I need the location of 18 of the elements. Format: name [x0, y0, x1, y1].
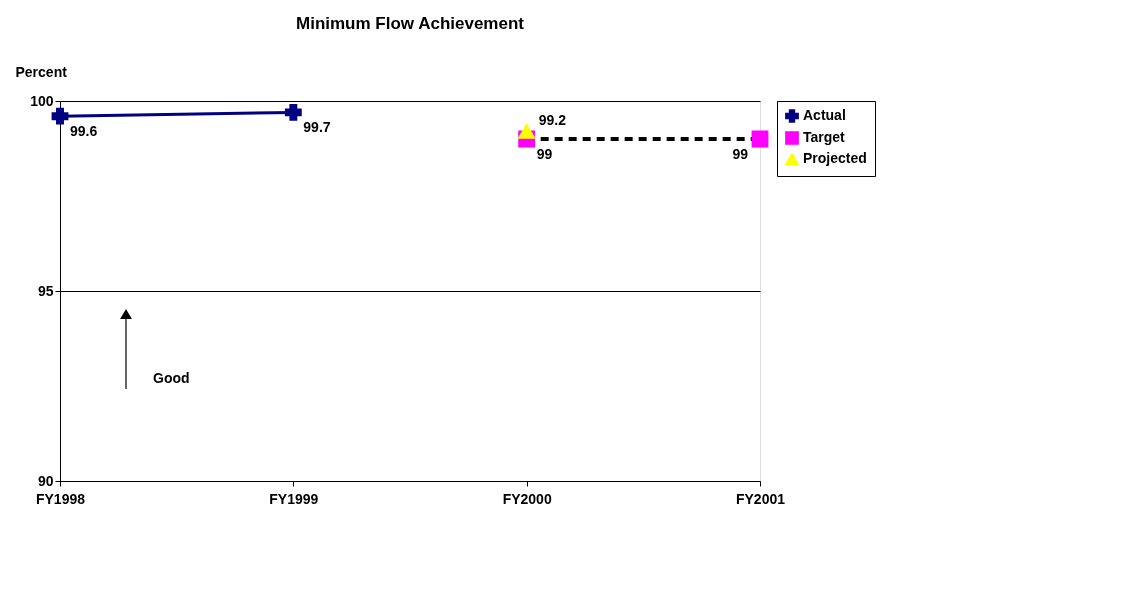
data-label: 99	[732, 146, 749, 162]
y-tick-label: 95	[37, 282, 54, 299]
legend-label: Projected	[803, 150, 867, 166]
chart-title: Minimum Flow Achievement	[296, 14, 525, 33]
x-tick-label: FY2001	[735, 490, 786, 507]
y-tick-label: 100	[30, 92, 54, 109]
y-tick-label: 90	[37, 472, 54, 489]
data-label: 99.7	[303, 119, 331, 136]
x-tick-label: FY1999	[269, 490, 319, 507]
y-axis-title: Percent	[15, 63, 68, 80]
data-label: 99.6	[70, 123, 98, 140]
data-label: 99.2	[538, 112, 567, 129]
data-label: 99	[536, 146, 553, 162]
x-tick-label: FY1998	[35, 490, 86, 507]
legend-label: Target	[803, 129, 846, 145]
legend-label: Actual	[803, 107, 846, 123]
annotation: Good	[153, 370, 190, 386]
x-tick-label: FY2000	[502, 490, 552, 507]
